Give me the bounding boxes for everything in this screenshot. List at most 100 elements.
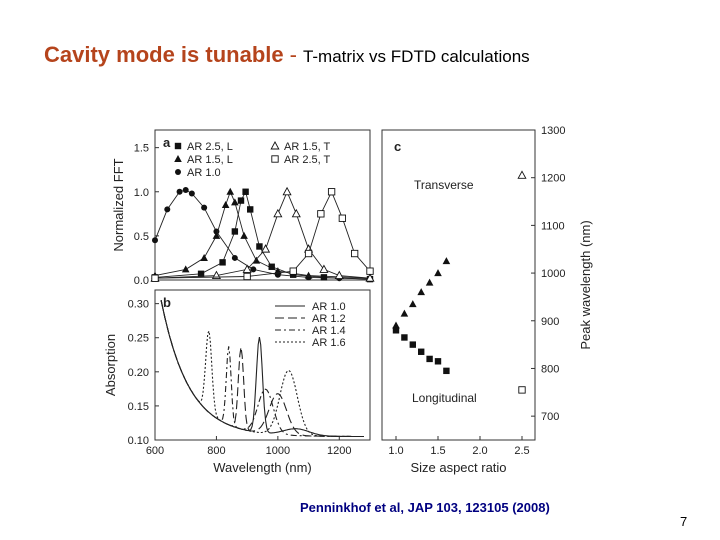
title-separator: - (289, 42, 297, 67)
panel-a-point (219, 259, 226, 266)
panel-a-point (237, 197, 245, 204)
panel-b-xlabel: Wavelength (nm) (213, 460, 312, 475)
panel-a-point (273, 208, 283, 218)
panel-a-point (291, 208, 301, 218)
panel-a-series-line (154, 190, 371, 279)
panel-a-point (320, 274, 328, 281)
panel-c-point (392, 327, 400, 334)
panel-c-point (418, 348, 425, 355)
panel-b-xtick-label: 800 (207, 445, 225, 457)
panel-b-legend-label: AR 1.6 (312, 337, 346, 349)
panel-a-point (176, 188, 183, 195)
panel-c-point (443, 367, 450, 375)
panel-a-legend-label: AR 1.0 (187, 167, 221, 179)
panel-a-ylabel: Normalized FFT (111, 158, 126, 251)
panel-a-point (247, 206, 254, 213)
panel-c-ytick-label: 1000 (541, 268, 565, 280)
panel-b-ylabel: Absorption (103, 334, 118, 396)
panel-a-point (338, 214, 347, 222)
panel-b-frame (154, 289, 371, 441)
panel-a-point (327, 188, 336, 196)
panel-a-legend-label: AR 1.5, T (284, 141, 331, 153)
panel-a-point (221, 201, 230, 208)
panel-b-series-line (160, 300, 364, 438)
panel-a-point (242, 188, 249, 195)
panel-a-point (268, 263, 275, 270)
title-main: Cavity mode is tunable (44, 42, 284, 67)
panel-c-point (442, 257, 451, 265)
panel-a-label: a (163, 135, 171, 150)
panel-a-point (231, 254, 238, 261)
panel-a-ytick-label: 1.5 (134, 143, 149, 155)
panel-a-legend-label: AR 2.5, T (284, 154, 331, 166)
panel-a-point (188, 190, 195, 197)
slide-title: Cavity mode is tunable - T-matrix vs FDTD … (44, 42, 530, 68)
panel-c-xlabel: Size aspect ratio (410, 460, 506, 475)
panel-c-point (517, 170, 527, 179)
panel-c-xtick-label: 1.0 (388, 445, 403, 457)
panel-c-ytick-label: 1100 (541, 220, 565, 232)
panel-a-ytick-label: 0.5 (134, 231, 149, 243)
panel-b-ytick-label: 0.15 (128, 401, 149, 413)
panel-a-point (350, 249, 359, 258)
panel-c-ylabel: Peak wavelength (nm) (578, 220, 593, 349)
panel-a-point (304, 271, 313, 279)
panel-c-ytick-label: 1200 (541, 173, 565, 185)
panel-c-label: c (394, 139, 401, 154)
panel-a-point (231, 228, 239, 235)
panel-c-ytick-label: 700 (541, 411, 559, 423)
panel-b-ytick-label: 0.25 (128, 333, 149, 345)
panel-a-point (240, 231, 248, 239)
panel-a-legend-marker (174, 142, 182, 150)
panel-a-ytick-label: 1.0 (134, 187, 149, 199)
panel-b-xtick-label: 1200 (327, 445, 351, 457)
citation: Penninkhof et al, JAP 103, 123105 (2008) (300, 500, 550, 515)
panel-a-legend-label: AR 2.5, L (187, 141, 233, 153)
panel-a-point (152, 237, 158, 244)
panel-c-point (434, 358, 442, 365)
panel-a-point (334, 270, 344, 280)
panel-a-point (226, 187, 235, 195)
panel-a-point (164, 206, 171, 213)
panel-c-point (409, 341, 416, 348)
panel-a-series-line (154, 190, 371, 280)
panel-c-annotation-longitudinal: Longitudinal (412, 391, 477, 405)
panel-b-xtick-label: 600 (146, 445, 164, 457)
panel-a-point (212, 231, 221, 239)
panel-c-ytick-label: 900 (541, 316, 559, 328)
panel-a-point (243, 272, 251, 281)
panel-a-point (366, 267, 374, 275)
panel-a-point (231, 198, 239, 206)
panel-a-legend-marker (270, 141, 280, 150)
panel-a-point (261, 244, 271, 253)
panel-a-point (182, 187, 189, 193)
panel-a-point (317, 210, 325, 218)
panel-b-ytick-label: 0.10 (128, 435, 149, 447)
panel-b-legend-label: AR 1.4 (312, 325, 346, 337)
panel-a-point (282, 186, 292, 196)
panel-a-point (181, 265, 190, 273)
panel-c-ytick-label: 800 (541, 363, 559, 375)
panel-c-frame (381, 129, 536, 441)
panel-a-point (242, 264, 252, 273)
panel-a-point (289, 267, 297, 275)
panel-c-point (417, 288, 425, 296)
panel-c-point (400, 309, 409, 317)
panel-c-annotation-transverse: Transverse (414, 178, 474, 192)
panel-a-point (319, 264, 329, 273)
panel-c-xtick-label: 2.0 (472, 445, 487, 457)
panel-a-legend-marker (174, 155, 182, 162)
panel-a-legend-label: AR 1.5, L (187, 154, 233, 166)
panel-b-ytick-label: 0.20 (128, 367, 149, 379)
panel-a-legend-marker (271, 155, 279, 163)
panel-a-point (256, 243, 263, 250)
panel-a-ytick-label: 0.0 (134, 275, 149, 287)
panel-c-point (518, 386, 526, 394)
panel-c-point (401, 334, 408, 341)
panel-a-point (200, 253, 208, 261)
panel-a-series-line (154, 190, 371, 279)
panel-c-ytick-label: 1300 (541, 125, 565, 137)
panel-b-series-line (160, 300, 364, 438)
panel-b-legend-label: AR 1.2 (312, 313, 346, 325)
panel-b-legend-label: AR 1.0 (312, 301, 346, 313)
